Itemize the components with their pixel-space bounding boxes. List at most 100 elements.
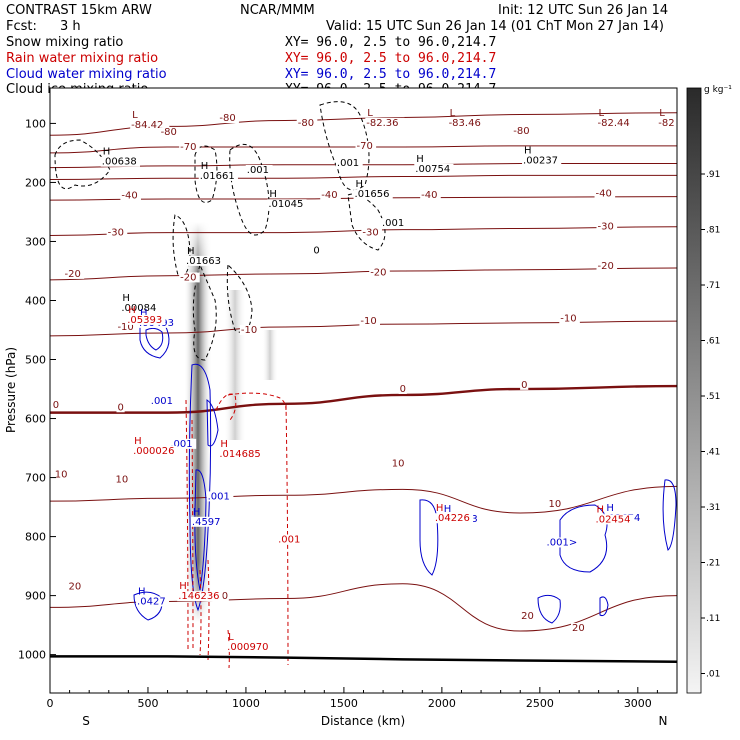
cloud-water-contour-5 [206,399,219,447]
contour-label: -70 [357,141,373,152]
contour-label: .001 [170,439,192,450]
y-tick-label: 1000 [18,649,46,662]
colorbar-label: .81 [706,226,720,236]
contour-label-bg [218,113,239,124]
contour-label: 20 [521,611,534,622]
cloud-water-contour-10 [662,479,677,551]
contour-label-bg [545,537,579,548]
contour-label: -80 [219,113,235,124]
contour-label-bg [296,117,318,128]
contour-label-bg [355,140,377,151]
contour-label-bg [312,245,321,256]
contour-label-bg [179,272,200,283]
contour-label-bg [522,155,562,166]
colorbar-unit: g kg⁻¹ [704,85,732,95]
extremum-mark: H [416,154,424,165]
snow-shading-secondary [224,290,246,440]
contour-label-bg [132,445,178,456]
y-tick-label: 500 [25,354,46,367]
contour-label-bg [390,458,406,469]
rain-contour-2 [227,392,287,411]
contour-label: -82.36 [366,118,398,129]
y-tick-label: 600 [25,413,46,426]
cloud-water-contour-2 [145,327,164,351]
extremum-mark: H [193,507,201,518]
contour-label-bg [361,227,382,238]
contour-label: .05393 [127,315,162,326]
contour-label: .001 [337,158,359,169]
contour-label: -82.44 [598,118,630,129]
contour-label: -20 [370,268,386,279]
cloud-water-contour-9 [599,596,609,616]
contour-label: -20 [65,269,81,280]
ice-contour-4 [229,143,270,236]
contour-label-bg [179,141,200,152]
x-axis-label: Distance (km) [321,714,405,728]
contour-label-bg [53,469,69,480]
colorbar-gradient [686,87,702,694]
contour-label-bg [369,267,390,278]
contour-labels: L-84.42-80-80-80L-82.36L-83.46-80L-82.44… [51,108,678,653]
contour-label-bg [239,324,261,335]
contour-label-bg [185,255,225,266]
contour-label-bg [520,379,529,390]
contour-label: 0 [53,400,59,411]
contour-label: 0 [400,384,406,395]
x-tick-label: 2500 [526,697,554,710]
north-end-label: N [659,714,668,728]
contour-label: 20 [68,582,81,593]
colorbar-label: .41 [706,448,720,458]
contour-label: -84.42 [131,120,163,131]
ice-contour-2 [172,214,191,277]
contour-label: 10 [115,474,128,485]
contour-label: 10 [392,458,405,469]
contour-label-bg [126,314,166,325]
contour-label-bg [206,491,234,502]
extremum-mark: L [132,110,138,121]
x-tick-label: 500 [137,697,158,710]
isotherm-line [49,145,677,154]
contour-label: -80 [161,127,177,138]
init-time: Init: 12 UTC Sun 26 Jan 14 [498,3,668,18]
contour-label-bg [594,514,634,525]
contour-label: 20 [572,623,585,634]
field-cloud-water-xy: XY= 96.0, 2.5 to 96.0,214.7 [285,67,496,82]
extremum-mark: H [179,581,187,592]
colorbar-label: .51 [706,392,720,402]
y-tick-label: 400 [25,294,46,307]
contour-label-bg [136,596,170,607]
contour-label: .014685 [219,449,260,460]
contour-label: -10 [360,316,376,327]
contour-label: .01663 [186,256,221,267]
south-end-label: S [82,714,90,728]
contour-label-bg [596,117,636,128]
rain-contour-3 [199,559,230,669]
contour-label-bg [159,127,181,138]
contour-label-bg [169,438,197,449]
contour-label-bg [320,189,341,200]
extremum-mark: H [128,305,136,316]
isotherm-line [49,267,678,281]
contour-label-bg [218,448,264,459]
contour-label: .0427 [137,596,166,607]
contour-label-bg [120,190,141,201]
contour-label: .146236 [178,591,219,602]
contour-label: -40 [121,190,137,201]
field-rain-xy: XY= 96.0, 2.5 to 96.0,214.7 [285,51,496,66]
contour-label: .04226 [435,513,470,524]
contour-label-bg [116,402,125,413]
extremum-mark: H [103,147,111,158]
cloud-water-contour-8 [537,594,561,624]
contour-label-bg [596,221,618,232]
contour-label-bg [277,534,304,545]
contour-label-bg [398,383,407,394]
extremum-mark: H [524,146,532,157]
extremum-mark: H [134,436,142,447]
ice-contour-3 [194,145,218,203]
y-tick-label: 100 [25,117,46,130]
y-tick-label: 800 [25,531,46,544]
extremum-mark: L [228,632,234,643]
contour-label: -30 [108,228,124,239]
extremum-mark: H [597,504,605,515]
y-axis: 100 200 300 400 500 600 700 800 900 1000 [18,117,56,662]
